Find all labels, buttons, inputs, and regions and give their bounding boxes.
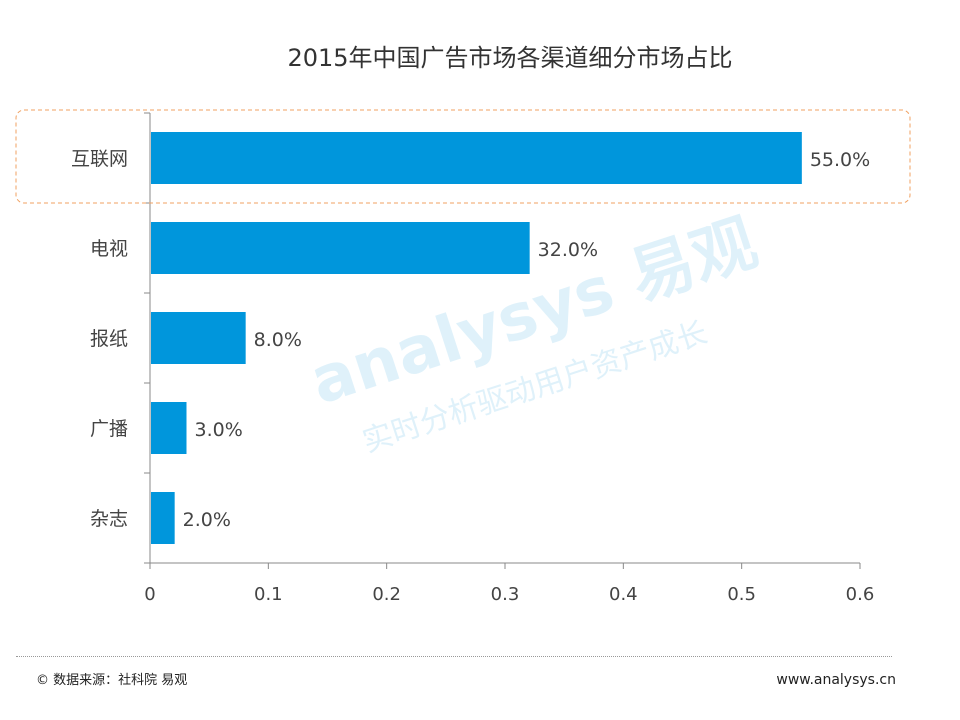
x-tick-label: 0.6 — [846, 584, 875, 605]
data-label: 55.0% — [810, 149, 870, 171]
bar — [151, 222, 530, 274]
category-label: 互联网 — [71, 148, 128, 170]
category-label: 广播 — [90, 418, 128, 440]
category-label: 电视 — [90, 238, 128, 260]
data-label: 32.0% — [538, 239, 598, 261]
data-label: 3.0% — [195, 419, 243, 441]
category-label: 杂志 — [90, 508, 128, 530]
x-tick-label: 0.2 — [372, 584, 401, 605]
bar — [151, 132, 802, 184]
x-tick-label: 0 — [144, 584, 155, 605]
bar — [151, 402, 187, 454]
bar — [151, 312, 246, 364]
x-tick-label: 0.3 — [491, 584, 520, 605]
chart-title: 2015年中国广告市场各渠道细分市场占比 — [287, 44, 733, 72]
x-tick-label: 0.5 — [727, 584, 756, 605]
footer-url[interactable]: www.analysys.cn — [776, 672, 896, 688]
data-label: 8.0% — [254, 329, 302, 351]
footer-source: © 数据来源：社科院 易观 — [36, 673, 188, 688]
x-tick-label: 0.4 — [609, 584, 638, 605]
footer-divider — [16, 656, 892, 657]
x-tick-label: 0.1 — [254, 584, 283, 605]
data-label: 2.0% — [183, 509, 231, 531]
bar — [151, 492, 175, 544]
category-label: 报纸 — [90, 328, 128, 350]
